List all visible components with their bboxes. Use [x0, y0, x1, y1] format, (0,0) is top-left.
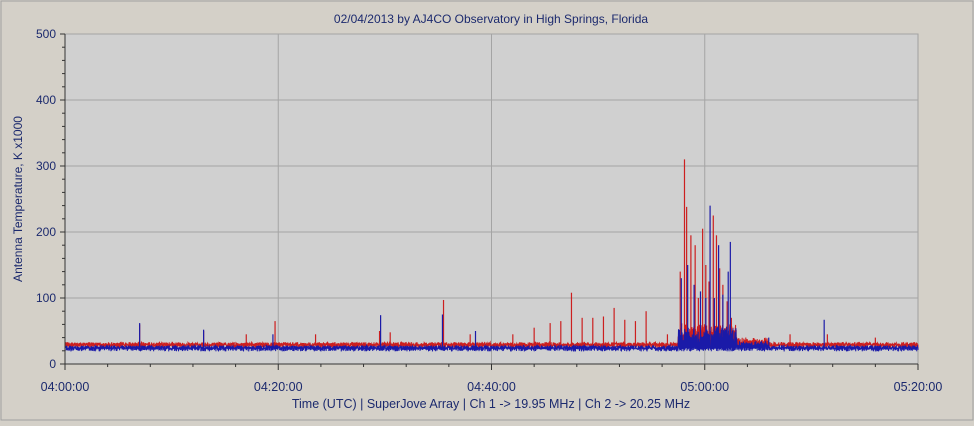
x-axis-title: Time (UTC) | SuperJove Array | Ch 1 -> 1…: [292, 397, 690, 411]
y-tick-label: 100: [36, 291, 56, 305]
y-tick-label: 200: [36, 225, 56, 239]
grid: [65, 33, 918, 364]
x-tick-label: 05:00:00: [680, 380, 729, 394]
y-tick-label: 300: [36, 159, 56, 173]
chart-title: 02/04/2013 by AJ4CO Observatory in High …: [334, 12, 648, 26]
axes: 0 100 200 300 400 500 04:00:00 04:20:00 04:40:00…: [36, 27, 942, 394]
series-line: [64, 326, 919, 352]
y-tick-label: 0: [49, 357, 56, 371]
series-layer: [64, 159, 919, 352]
labels: 02/04/2013 by AJ4CO Observatory in High …: [11, 12, 690, 411]
y-tick-label: 500: [36, 27, 56, 41]
y-axis-title: Antenna Temperature, K x1000: [11, 116, 25, 282]
y-tick-label: 400: [36, 93, 56, 107]
x-tick-label: 05:20:00: [894, 380, 943, 394]
x-tick-label: 04:20:00: [254, 380, 303, 394]
x-tick-label: 04:00:00: [41, 380, 90, 394]
x-tick-label: 04:40:00: [467, 380, 516, 394]
series-2: [64, 205, 919, 352]
